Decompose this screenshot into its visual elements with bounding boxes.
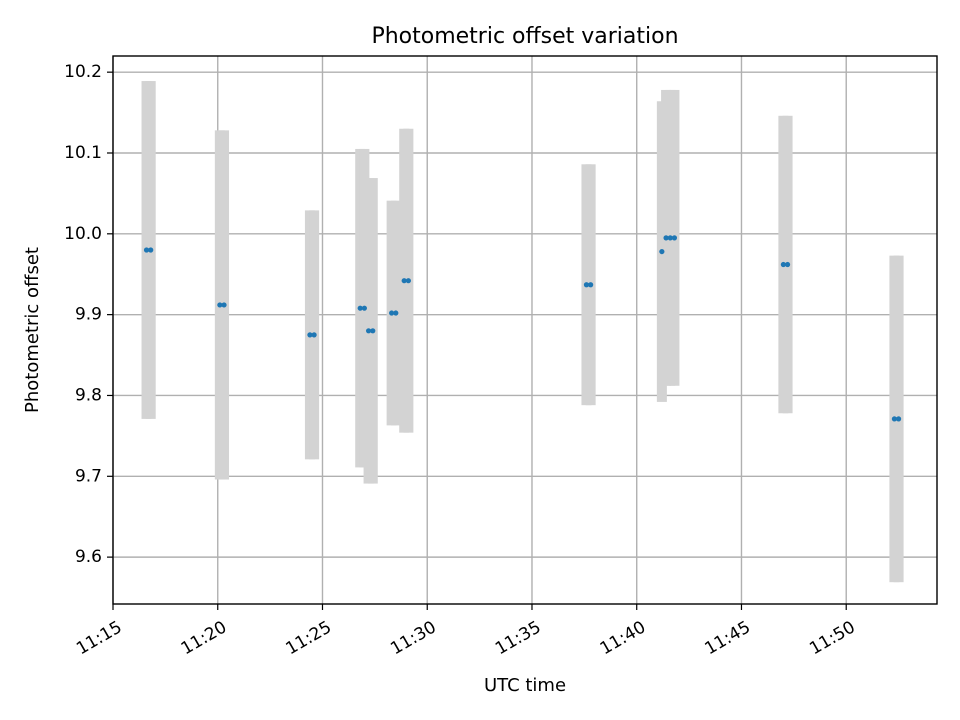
data-point [784,261,791,268]
y-tick-label: 10.2 [64,62,102,82]
data-point [221,302,227,308]
x-axis-ticks: 11:15 11:20 11:25 11:30 11:35 11:40 11:45 11:50 [73,604,859,659]
x-tick-label: 11:20 [178,617,230,659]
y-axis-ticks: 9.6 9.7 9.8 9.9 10.0 10.1 10.2 [64,62,113,567]
data-point [148,247,154,253]
x-tick-label: 11:35 [492,617,544,659]
data-point [393,310,399,316]
data-point [659,248,665,255]
data-point [583,282,590,288]
y-tick-label: 9.7 [75,466,102,486]
data-point [307,332,313,338]
x-tick-label: 11:45 [702,617,754,659]
data-point [667,235,673,241]
data-point [389,310,395,316]
data-point [311,332,317,338]
data-point [663,235,669,241]
y-tick-label: 10.1 [64,143,102,163]
x-tick-label: 11:50 [806,617,858,659]
data-point [780,261,786,268]
x-tick-label: 11:40 [597,617,649,659]
data-point [405,278,411,284]
x-axis-label: UTC time [484,675,566,696]
y-axis-label: Photometric offset [22,247,43,413]
y-tick-label: 9.9 [75,305,102,325]
data-point [361,305,367,311]
data-point [370,328,376,334]
x-tick-label: 11:25 [283,617,335,659]
grid-lines [112,56,937,604]
y-tick-label: 9.8 [75,385,102,405]
data-point [143,247,150,253]
x-tick-label: 11:30 [387,617,439,659]
data-point [588,282,594,288]
data-point [891,416,898,422]
y-tick-label: 10.0 [64,224,102,244]
plot-frame [112,55,938,605]
x-tick-label: 11:15 [73,617,125,659]
y-tick-label: 9.6 [75,547,102,567]
data-point [217,302,223,308]
data-points [143,235,902,422]
data-point [895,416,902,422]
chart-title: Photometric offset variation [371,24,678,49]
data-point [357,305,363,311]
error-bars [141,81,904,583]
data-point [671,235,678,241]
data-point [401,278,407,284]
data-point [365,328,372,334]
